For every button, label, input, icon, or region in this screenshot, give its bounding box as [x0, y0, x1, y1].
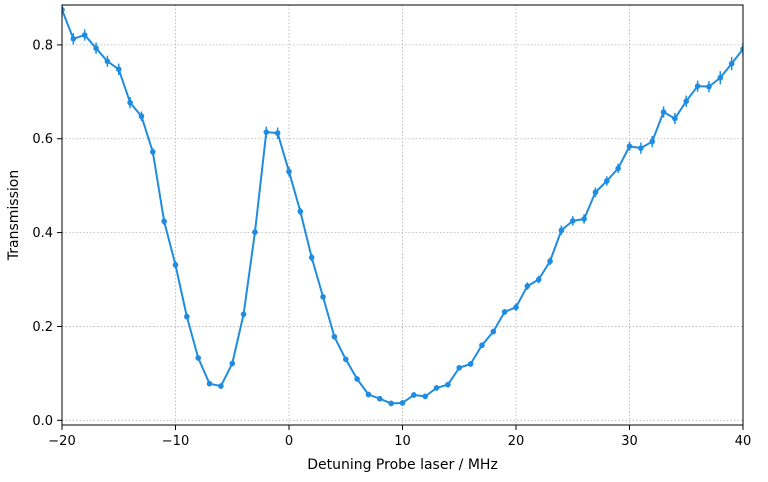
data-point	[728, 60, 735, 67]
data-point	[581, 216, 587, 222]
data-point	[62, 6, 65, 13]
data-point	[411, 392, 417, 398]
data-point	[320, 294, 326, 300]
y-tick-label: 0.4	[32, 226, 53, 241]
series-transmission	[62, 5, 743, 407]
data-point	[638, 145, 644, 151]
data-point	[501, 309, 508, 315]
data-point	[513, 304, 519, 311]
data-point	[331, 333, 338, 340]
data-point	[195, 355, 201, 361]
x-tick-label: 0	[285, 434, 293, 449]
data-point	[274, 130, 281, 136]
data-point	[592, 189, 599, 196]
x-tick-label: −20	[48, 434, 75, 449]
data-point	[252, 229, 258, 235]
data-point	[104, 58, 111, 65]
data-point	[263, 129, 270, 135]
data-point	[626, 143, 633, 150]
data-point	[604, 178, 610, 184]
data-point	[70, 35, 77, 42]
y-tick-label: 0.6	[32, 132, 53, 147]
data-point	[93, 45, 99, 51]
data-point	[399, 400, 406, 406]
data-point	[184, 313, 190, 320]
data-point	[683, 98, 690, 105]
x-tick-label: 40	[735, 434, 752, 449]
x-tick-label: −10	[162, 434, 189, 449]
data-point	[388, 400, 394, 407]
data-point	[456, 364, 463, 371]
data-point	[308, 254, 315, 261]
data-point	[547, 258, 553, 265]
x-axis: −20 −10 0 10 20 30 40	[48, 425, 751, 449]
x-tick-label: 10	[394, 434, 411, 449]
data-point	[354, 376, 360, 382]
data-point	[240, 311, 247, 318]
y-tick-label: 0.2	[32, 320, 53, 335]
data-point	[445, 381, 451, 388]
data-point	[717, 74, 724, 81]
data-point	[206, 380, 213, 387]
data-point	[377, 395, 383, 402]
data-point	[115, 66, 122, 73]
data-point	[535, 276, 542, 283]
data-point	[365, 391, 372, 398]
data-point	[422, 393, 429, 400]
y-tick-label: 0.0	[32, 414, 53, 429]
data-point	[558, 227, 565, 234]
grid	[61, 5, 744, 425]
data-point	[229, 360, 236, 367]
data-point	[342, 356, 349, 363]
data-point	[694, 83, 701, 89]
data-point	[286, 168, 292, 175]
data-point	[433, 385, 440, 391]
data-point	[672, 115, 678, 122]
data-point	[218, 383, 224, 389]
data-point	[569, 218, 576, 224]
y-axis: 0.0 0.2 0.4 0.6 0.8	[32, 38, 62, 429]
data-point	[740, 46, 743, 52]
data-point	[479, 342, 485, 349]
data-point	[649, 138, 655, 145]
x-tick-label: 30	[621, 434, 638, 449]
data-point	[138, 113, 145, 120]
data-point	[81, 32, 88, 38]
data-point	[297, 208, 304, 215]
data-point	[615, 165, 621, 172]
data-point	[706, 83, 712, 90]
data-point	[524, 283, 531, 289]
data-point	[161, 218, 167, 225]
y-axis-label: Transmission	[6, 170, 22, 261]
data-point	[127, 99, 133, 106]
data-point	[490, 328, 497, 335]
y-tick-label: 0.8	[32, 38, 53, 53]
data-point	[467, 361, 474, 367]
data-point	[660, 109, 667, 115]
data-point	[150, 149, 156, 155]
x-axis-label: Detuning Probe laser / MHz	[307, 457, 498, 473]
x-tick-label: 20	[508, 434, 525, 449]
data-point	[172, 262, 179, 268]
